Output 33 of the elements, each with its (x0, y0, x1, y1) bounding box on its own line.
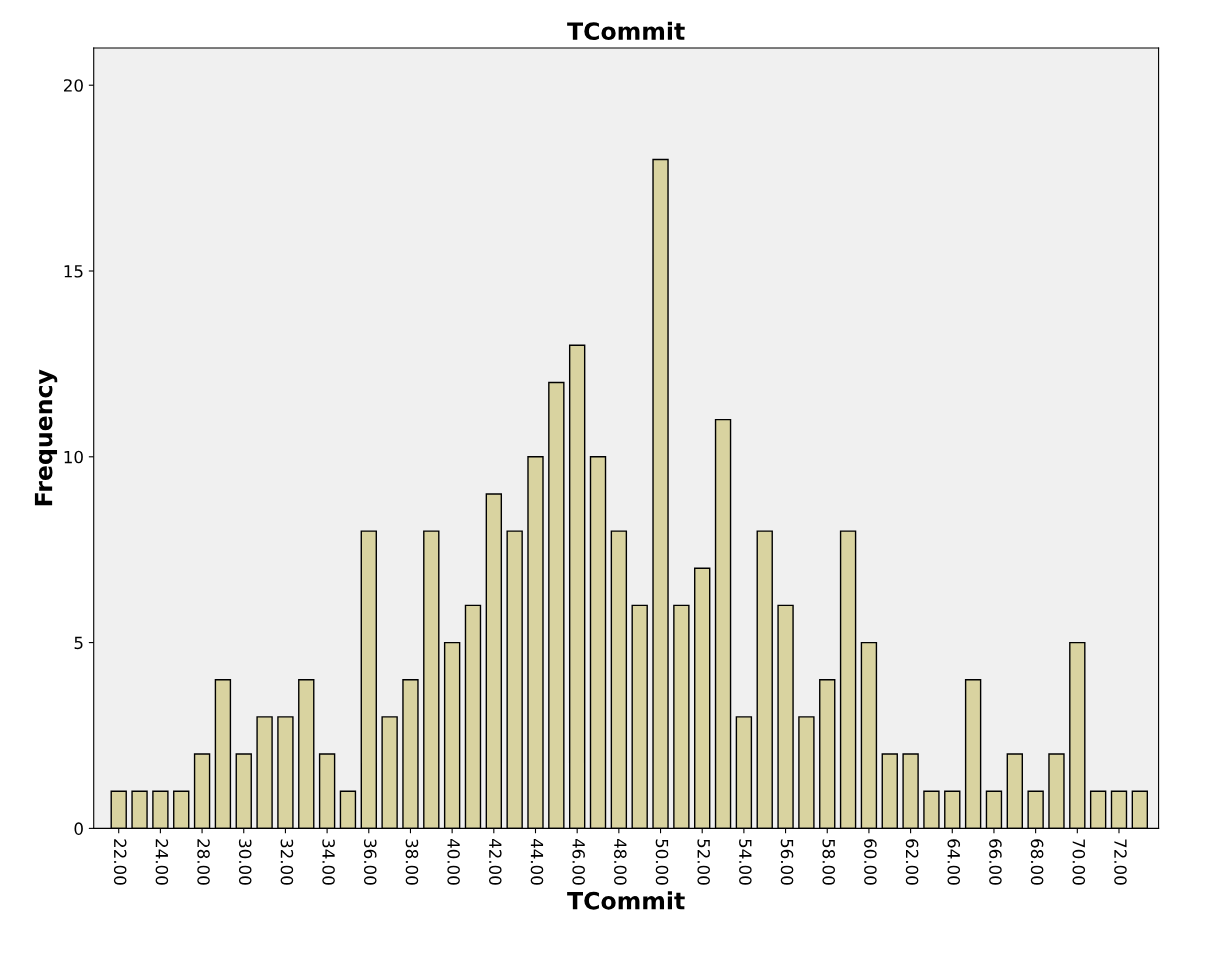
chart-title: TCommit (567, 21, 685, 41)
x-tick-label: 42.00 (488, 838, 502, 885)
x-axis-title: TCommit (567, 891, 685, 910)
x-tick-label: 40.00 (447, 838, 460, 885)
y-tick-label: 20 (64, 79, 83, 92)
y-tick-label: 0 (74, 822, 83, 835)
y-tick-label: 5 (74, 636, 83, 650)
x-tick-label: 48.00 (614, 838, 627, 885)
x-tick-label: 36.00 (363, 839, 377, 885)
x-tick-label: 58.00 (822, 839, 836, 885)
y-tick-label: 10 (64, 450, 83, 464)
x-tick-label: 44.00 (530, 838, 544, 885)
x-tick-label: 28.00 (197, 839, 210, 885)
x-tick-label: 22.00 (113, 839, 127, 885)
x-tick-label: 32.00 (280, 839, 294, 885)
x-tick-label: 62.00 (905, 839, 919, 885)
x-tick-label: 68.00 (1030, 839, 1044, 885)
x-tick-label: 56.00 (780, 839, 794, 885)
x-tick-label: 50.00 (655, 839, 669, 885)
x-tick-label: 38.00 (405, 839, 419, 885)
x-tick-label: 70.00 (1072, 839, 1086, 885)
x-tick-label: 24.00 (155, 839, 169, 885)
x-tick-label: 52.00 (697, 839, 710, 885)
y-axis-title: Frequency (34, 369, 58, 506)
x-tick-label: 64.00 (947, 839, 961, 885)
y-tick-label: 15 (64, 265, 83, 278)
x-tick-label: 66.00 (989, 839, 1002, 885)
x-tick-label: 30.00 (238, 839, 252, 885)
x-tick-label: 34.00 (322, 839, 335, 885)
x-tick-label: 72.00 (1114, 839, 1127, 885)
x-tick-label: 54.00 (739, 839, 752, 885)
x-tick-label: 46.00 (572, 838, 585, 885)
x-tick-label: 60.00 (864, 839, 877, 885)
